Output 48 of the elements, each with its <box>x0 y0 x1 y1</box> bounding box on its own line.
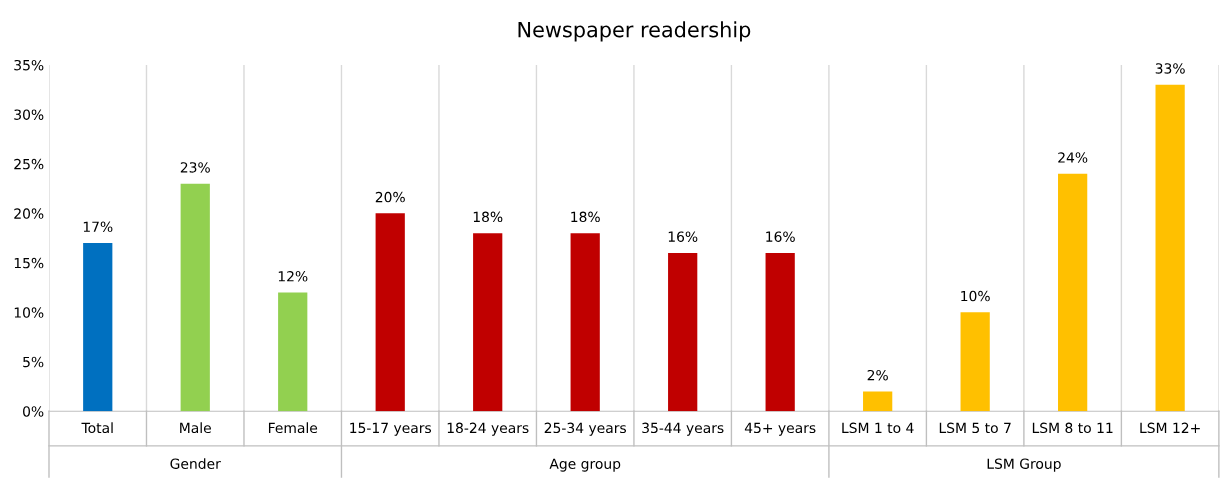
y-tick-label: 20% <box>14 208 44 219</box>
data-label: 20% <box>375 191 405 203</box>
data-label: 16% <box>668 231 698 242</box>
y-tick-label: 10% <box>14 307 44 318</box>
bar <box>180 183 210 412</box>
x-tick-label: 15-17 years <box>350 422 432 436</box>
x-tick-label: 18-24 years <box>447 422 529 436</box>
data-label: 33% <box>1155 63 1185 74</box>
data-label: 23% <box>180 162 210 173</box>
x-tick-label: LSM 5 to 7 <box>939 422 1011 434</box>
bar <box>1058 173 1088 412</box>
data-label: 18% <box>571 211 600 223</box>
bar <box>570 233 600 412</box>
y-tick-label: 0% <box>23 406 44 417</box>
data-label: 18% <box>473 211 503 223</box>
text: LSM Group <box>987 458 1061 472</box>
y-tick-label: 5% <box>23 356 44 368</box>
text: Age group <box>549 458 621 472</box>
bar <box>863 391 893 412</box>
data-label: 16% <box>766 231 795 242</box>
data-label: 2% <box>867 369 888 381</box>
data-label: 10% <box>961 290 990 302</box>
y-tick-label: 35% <box>14 59 44 71</box>
text: Gender <box>170 458 221 469</box>
chart-title: Newspaper readership <box>518 21 751 42</box>
y-tick-label: 15% <box>14 257 44 269</box>
x-tick-label: LSM 1 to 4 <box>842 422 914 434</box>
bar <box>1155 84 1185 412</box>
bar <box>278 292 308 412</box>
y-tick-label: 30% <box>14 109 44 120</box>
x-tick-label: 25-34 years <box>544 422 627 436</box>
bar <box>83 243 113 412</box>
x-tick-label: 35-44 years <box>642 422 724 436</box>
x-tick-label: LSM 8 to 11 <box>1032 422 1113 434</box>
data-label: 24% <box>1058 152 1088 163</box>
data-label: 12% <box>278 270 308 282</box>
y-tick-label: 25% <box>14 158 44 170</box>
x-tick-label: LSM 12+ <box>1140 422 1200 434</box>
bar <box>473 233 503 412</box>
x-tick-label: 45+ years <box>744 422 816 436</box>
bar <box>960 312 990 412</box>
bar <box>765 252 795 412</box>
x-tick-label: Female <box>268 422 318 434</box>
data-label: 17% <box>83 221 113 233</box>
x-tick-label: Male <box>180 422 211 434</box>
x-tick-label: Total <box>81 422 113 434</box>
bar <box>375 213 405 412</box>
bar <box>668 252 698 412</box>
